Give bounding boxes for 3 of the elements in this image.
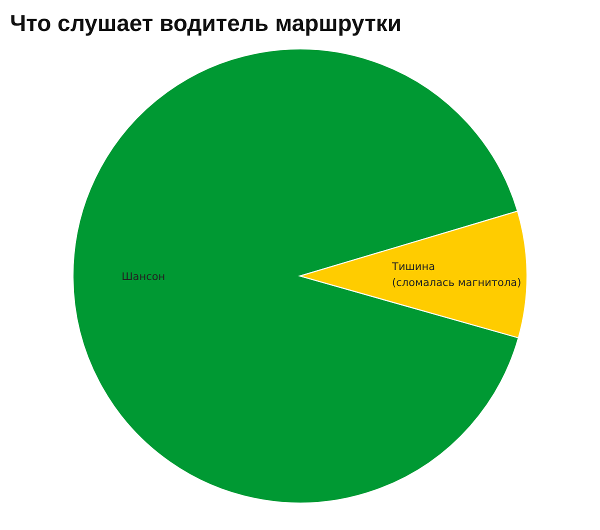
chart-title: Что слушает водитель маршрутки <box>10 10 402 36</box>
slice-label: Тишина (сломалась магнитола) <box>391 260 522 289</box>
slice-label: Шансон <box>122 270 166 283</box>
